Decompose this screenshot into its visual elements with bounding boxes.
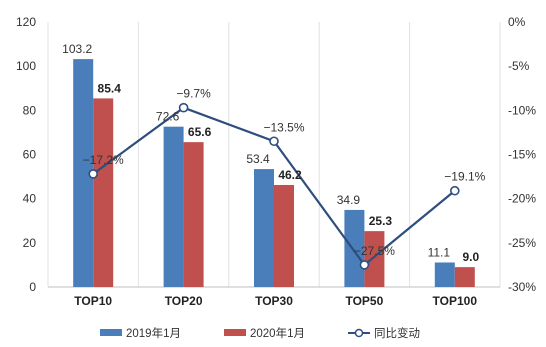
bar-value-label: 65.6 [188,125,212,139]
line-point [269,136,279,147]
y-right-tick-label: -20% [508,192,536,206]
y-left-tick-label: 80 [23,103,37,117]
data-labels: 103.2 72.6 53.4 34.9 11.1 85.4 65.6 46.2 25.3 9.0… [62,42,485,264]
y-right-tick-label: -15% [508,148,536,162]
bar [163,126,184,287]
legend-label: 2020年1月 [250,326,305,340]
y-left-tick-label: 120 [16,15,36,29]
y-left-tick-label: 100 [16,59,36,73]
y-left-tick-label: 40 [23,192,37,206]
y-right-tick-label: 0% [508,15,526,29]
x-tick-label: TOP10 [74,294,112,308]
x-tick-label: TOP20 [165,294,203,308]
line-point [88,169,98,179]
bar [344,209,365,287]
bar-value-label: 53.4 [246,152,270,166]
line-value-label: −9.7% [176,87,211,101]
x-tick-label: TOP30 [255,294,293,308]
line-point [449,185,460,196]
bar-value-label: 46.2 [278,168,302,182]
legend-swatch [224,329,246,336]
y-left-tick-label: 60 [23,148,37,162]
legend: 2019年1月 2020年1月 同比变动 [100,326,420,340]
line-value-label: −19.1% [444,170,485,184]
y-right-tick-label: -30% [508,280,536,294]
axes: 0 20 40 60 80 100 120 0% -5% -10% -15% -20% -25% -30%… [16,15,536,308]
line-value-label: −13.5% [263,120,304,134]
y-left-tick-label: 20 [23,236,37,250]
legend-swatch [100,329,122,336]
line-series [88,102,460,270]
bar [274,184,294,287]
line-value-label: −27.5% [354,244,395,258]
x-tick-label: TOP50 [345,294,383,308]
bar [93,98,114,288]
legend-label: 同比变动 [374,326,420,340]
bars [73,59,475,288]
y-right-tick-label: -5% [508,59,530,73]
bar-value-label: 25.3 [369,214,393,228]
bar [254,169,274,287]
legend-label: 2019年1月 [126,326,181,340]
bar-value-label: 9.0 [462,250,479,264]
y-right-tick-label: -25% [508,236,536,250]
bar [454,267,475,287]
bar-value-label: 85.4 [98,81,122,95]
bar-value-label: 11.1 [428,245,451,259]
line-point [359,260,370,270]
bar-value-label: 103.2 [62,42,92,56]
line-value-label: −17.2% [83,153,124,167]
line-point [178,102,189,113]
x-tick-label: TOP100 [433,294,478,308]
bar [73,59,94,287]
y-left-tick-label: 0 [29,280,36,294]
legend-marker [354,328,364,338]
bar [434,262,455,287]
bar [183,142,204,287]
y-right-tick-label: -10% [508,103,536,117]
bar-value-label: 34.9 [337,193,361,207]
bar-value-label: 72.6 [156,110,180,124]
grid [47,22,501,287]
bar [364,231,385,287]
